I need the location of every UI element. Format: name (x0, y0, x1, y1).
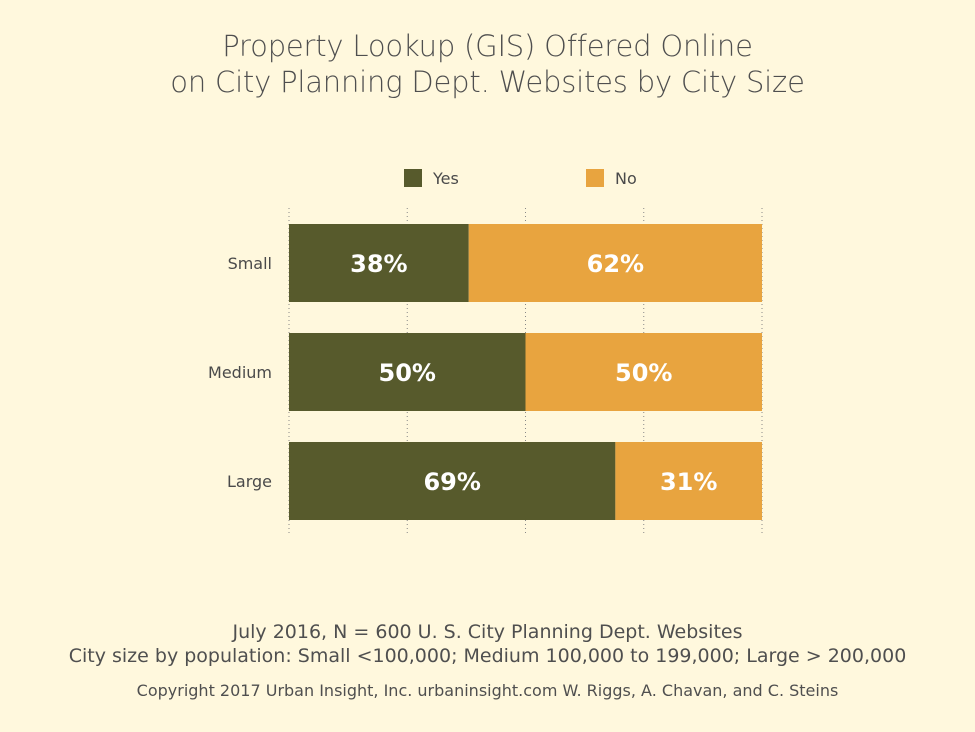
legend-swatch-yes (404, 169, 422, 187)
legend-label-yes: Yes (433, 168, 459, 188)
category-label: Large (227, 472, 272, 491)
data-label: 50% (615, 359, 672, 387)
chart-title-line-2: on City Planning Dept. Websites by City … (170, 65, 805, 99)
legend-swatch-no (586, 169, 604, 187)
data-label: 62% (587, 250, 644, 278)
footer-copyright: Copyright 2017 Urban Insight, Inc. urban… (136, 681, 839, 700)
bar-no (615, 442, 762, 520)
chart-title: Property Lookup (GIS) Offered Online on … (0, 28, 975, 100)
footer-note-sample: July 2016, N = 600 U. S. City Planning D… (232, 621, 743, 643)
legend-item-yes: Yes (404, 166, 459, 190)
category-label: Medium (208, 363, 272, 382)
chart-title-line-1: Property Lookup (GIS) Offered Online (222, 29, 753, 63)
data-label: 69% (423, 468, 480, 496)
chart-legend: Yes No (0, 166, 975, 190)
data-label: 50% (379, 359, 436, 387)
data-label: 38% (350, 250, 407, 278)
data-label: 31% (660, 468, 717, 496)
footer-note-city-size: City size by population: Small <100,000;… (68, 645, 907, 667)
bar-chart: Small 38% 62% Medium 50% 50% Large 69% 31% (208, 208, 763, 536)
legend-label-no: No (615, 168, 637, 188)
bar-yes (289, 333, 526, 411)
category-label: Small (228, 254, 272, 273)
bar-no (468, 224, 762, 302)
bar-no (525, 333, 762, 411)
legend-item-no: No (586, 166, 637, 190)
bar-yes (289, 442, 616, 520)
bar-yes (289, 224, 469, 302)
